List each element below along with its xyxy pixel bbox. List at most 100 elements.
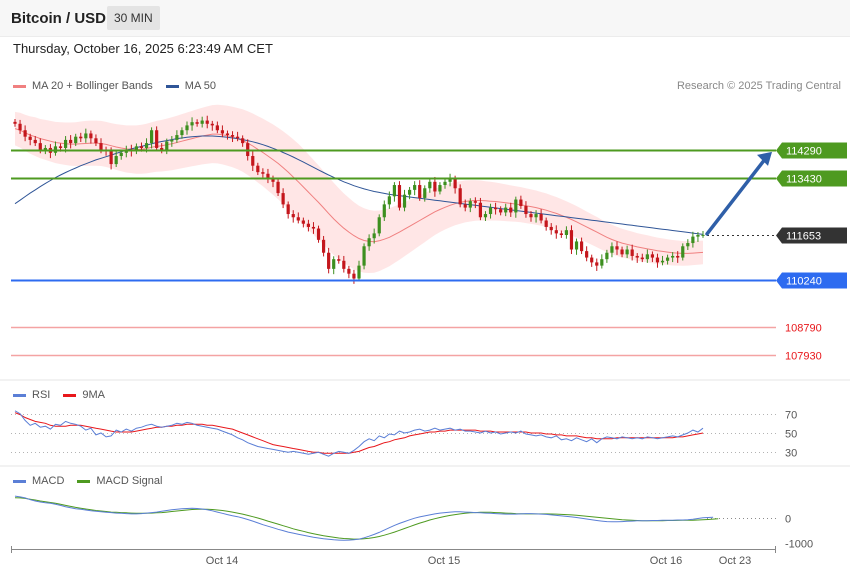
candle-body: [185, 125, 189, 131]
candle-body: [281, 193, 285, 205]
candle-body: [205, 120, 209, 124]
legend-item-rsi: RSI: [13, 389, 50, 401]
candle-body: [544, 220, 548, 227]
candle-body: [271, 178, 275, 182]
candle-body: [311, 226, 316, 229]
candle-body: [215, 125, 219, 131]
candle-body: [463, 204, 467, 208]
candle-body: [165, 141, 169, 150]
copyright-text: Research © 2025 Trading Central: [676, 80, 841, 92]
candle-body: [190, 122, 194, 126]
candle-body: [286, 204, 290, 215]
legend-item-rsi-ma: 9MA: [63, 389, 105, 401]
candle-body: [660, 260, 665, 263]
candle-body: [650, 254, 655, 258]
candle-body: [43, 147, 47, 150]
x-tick-label-oct-15: Oct 15: [428, 555, 460, 567]
candle-body: [382, 204, 386, 218]
candle-body: [28, 136, 32, 140]
candle-body: [590, 257, 594, 263]
level-label-107930: 107930: [785, 351, 822, 363]
level-tag-110240: [776, 272, 847, 289]
x-tick-label-oct-14: Oct 14: [206, 555, 238, 567]
candle-body: [620, 249, 624, 255]
candle-body: [342, 260, 346, 269]
main-legend: MA 20 + Bollinger Bands MA 50: [13, 80, 229, 92]
candle-body: [478, 202, 483, 218]
candle-body: [18, 123, 22, 131]
rsi-line: [14, 410, 704, 457]
candle-body: [139, 146, 144, 148]
candle-body: [569, 230, 574, 250]
candle-body: [402, 194, 407, 208]
candle-body: [291, 214, 295, 218]
candle-body: [686, 243, 690, 247]
candle-body: [559, 233, 563, 235]
candle-body: [524, 205, 528, 215]
candle-body: [160, 147, 164, 150]
candle-body: [251, 156, 255, 166]
macd-signal-line: [14, 497, 719, 540]
candle-body: [574, 241, 579, 250]
level-label-111653: 111653: [786, 231, 821, 243]
macd-line: [14, 495, 714, 541]
candle-body: [701, 234, 705, 236]
candle-body: [665, 257, 670, 261]
candle-body: [433, 181, 437, 192]
candle-body: [676, 255, 680, 258]
candle-body: [230, 135, 235, 137]
legend-label-macd: MACD: [32, 475, 65, 487]
candle-body: [493, 207, 498, 210]
candle-body: [352, 273, 356, 279]
candle-body: [407, 189, 412, 195]
candle-body: [114, 156, 118, 165]
candle-body: [200, 120, 204, 124]
legend-label-ma50: MA 50: [184, 80, 216, 92]
candle-body: [149, 130, 154, 144]
candle-body: [225, 133, 230, 136]
candle-body: [615, 246, 619, 250]
rsi-legend: RSI 9MA: [13, 389, 118, 401]
candle-body: [519, 199, 523, 206]
candle-body: [316, 228, 321, 240]
candle-body: [210, 123, 214, 126]
interval-badge[interactable]: 30 MIN: [107, 6, 160, 30]
legend-item-ma50: MA 50: [165, 80, 216, 92]
candle-body: [453, 178, 457, 189]
candle-body: [306, 223, 311, 227]
ma50-line: [14, 135, 704, 235]
target-arrow-head: [757, 151, 772, 166]
candle-body: [89, 133, 93, 139]
candle-body: [605, 252, 609, 260]
candle-body: [175, 135, 179, 140]
level-label-110240: 110240: [786, 276, 822, 288]
candle-body: [499, 209, 503, 213]
candle-body: [94, 138, 98, 144]
candle-body: [691, 236, 695, 244]
candle-body: [473, 201, 477, 203]
candle-body: [458, 188, 462, 205]
candle-body: [504, 207, 508, 213]
level-tag-111653: [776, 227, 847, 244]
legend-label-rsi: RSI: [32, 389, 51, 401]
candle-body: [483, 214, 488, 218]
rsi-tick-30: 30: [785, 448, 797, 460]
rsi-tick-70: 70: [785, 410, 797, 422]
candle-body: [321, 239, 326, 253]
candle-body: [696, 235, 700, 237]
x-tick-label-oct-16: Oct 16: [650, 555, 682, 567]
candle-body: [33, 139, 37, 144]
legend-swatch-rsi-ma: [63, 393, 77, 397]
candle-body: [109, 151, 113, 165]
candle-body: [554, 230, 558, 234]
candle-body: [377, 217, 381, 234]
candle-body: [69, 139, 73, 144]
candle-body: [630, 249, 634, 256]
candle-body: [529, 214, 533, 218]
candle-body: [488, 207, 493, 215]
candle-body: [337, 259, 341, 261]
candle-body: [195, 122, 199, 124]
candle-body: [301, 220, 305, 224]
rsi-ma-line: [14, 412, 704, 454]
